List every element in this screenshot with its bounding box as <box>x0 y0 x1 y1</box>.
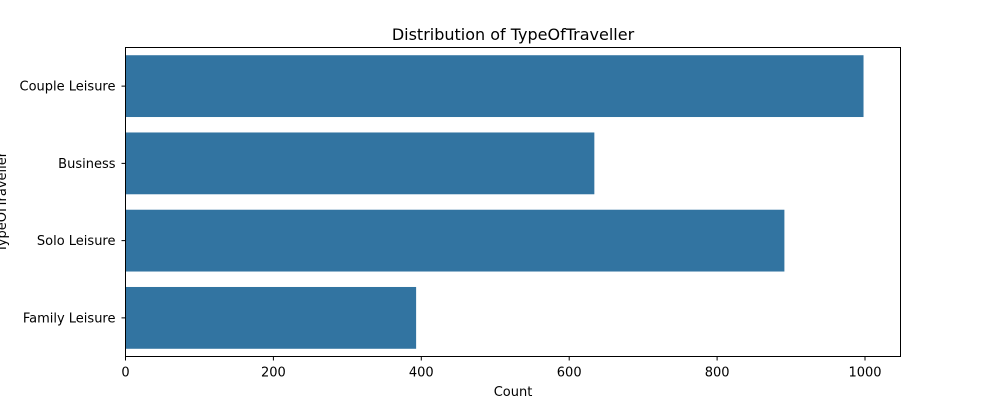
x-tick-label: 1000 <box>848 366 881 381</box>
y-tick-label: Solo Leisure <box>37 234 116 249</box>
x-axis: 0 200 400 600 800 1000 <box>121 356 882 381</box>
y-tick-label: Couple Leisure <box>20 80 116 95</box>
x-tick-label: 600 <box>557 366 582 381</box>
x-tick-label: 200 <box>261 366 286 381</box>
bar-business <box>125 132 595 195</box>
x-tick-label: 800 <box>705 366 730 381</box>
bar-solo-leisure <box>125 209 785 272</box>
y-axis: Couple Leisure Business Solo Leisure Family… <box>20 80 126 326</box>
bars-group <box>125 55 864 349</box>
y-axis-title: TypeOfTraveller <box>0 151 10 253</box>
y-tick-label: Family Leisure <box>23 311 116 326</box>
plot-frame <box>125 47 901 357</box>
chart-title: Distribution of TypeOfTraveller <box>392 25 635 44</box>
bar-family-leisure <box>125 286 417 349</box>
bar-couple-leisure <box>125 55 864 118</box>
y-tick-label: Business <box>58 157 116 172</box>
x-tick-label: 0 <box>121 366 129 381</box>
x-axis-title: Count <box>494 385 533 400</box>
x-tick-label: 400 <box>409 366 434 381</box>
